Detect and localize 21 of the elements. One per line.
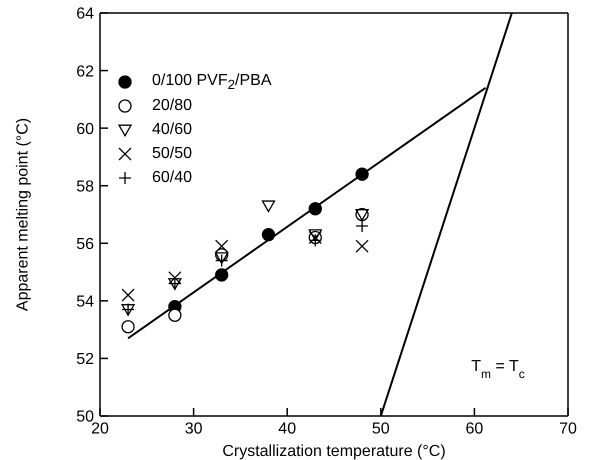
x-tick-label: 20 — [91, 420, 109, 438]
y-tick-label: 58 — [76, 178, 94, 196]
legend-label: 40/60 — [152, 121, 192, 139]
y-tick-label: 62 — [76, 63, 94, 80]
y-tick-label: 56 — [76, 236, 94, 253]
annotation: T$_{m}$ = T$_{c}$ — [471, 358, 525, 381]
legend-label: 20/80 — [152, 97, 192, 115]
legend-label: 0/100 PVF$_{2}$/PBA — [152, 72, 272, 92]
y-tick-label: 54 — [76, 294, 94, 311]
x-tick-label: 60 — [466, 420, 484, 438]
x-tick-label: 40 — [278, 420, 296, 438]
y-tick-label: 52 — [76, 351, 94, 368]
legend-label: 60/40 — [152, 169, 192, 187]
x-tick-label: 50 — [372, 420, 390, 438]
x-tick-label: 30 — [184, 420, 203, 438]
x-axis-title: Crystallization temperature (°C) — [222, 443, 446, 460]
legend-label: 50/50 — [152, 145, 192, 163]
y-tick-label: 60 — [76, 120, 94, 138]
y-tick-label: 64 — [76, 6, 94, 23]
x-tick-label: 70 — [559, 420, 577, 438]
y-axis-title: Apparent melting point (°C) — [14, 118, 32, 312]
